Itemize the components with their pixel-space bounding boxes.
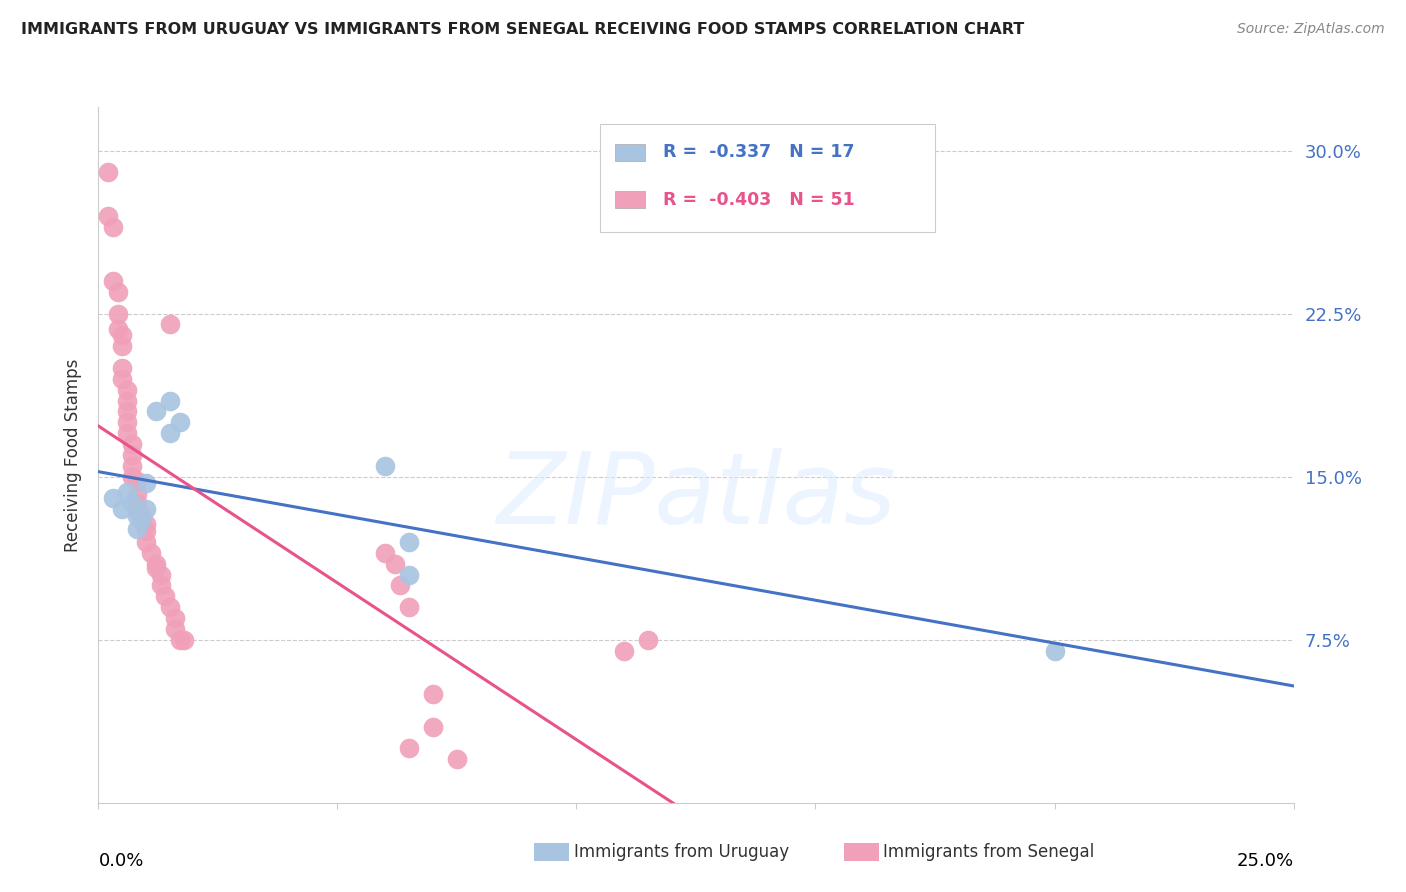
Point bbox=[384, 557, 406, 571]
FancyBboxPatch shape bbox=[614, 144, 644, 161]
Point bbox=[145, 561, 167, 575]
Text: R =  -0.403   N = 51: R = -0.403 N = 51 bbox=[662, 191, 855, 209]
Text: Immigrants from Uruguay: Immigrants from Uruguay bbox=[574, 843, 789, 861]
Point bbox=[613, 643, 636, 657]
Point bbox=[125, 487, 148, 501]
Point bbox=[125, 522, 148, 536]
Point bbox=[155, 589, 177, 603]
Point bbox=[121, 496, 143, 510]
Point bbox=[121, 458, 143, 473]
Point bbox=[125, 496, 148, 510]
Point bbox=[398, 535, 420, 549]
Y-axis label: Receiving Food Stamps: Receiving Food Stamps bbox=[65, 359, 83, 551]
Point bbox=[111, 328, 134, 343]
Point bbox=[97, 165, 120, 179]
Point bbox=[145, 404, 167, 418]
Point bbox=[101, 274, 124, 288]
Point bbox=[107, 285, 129, 299]
Point bbox=[388, 578, 411, 592]
Point bbox=[169, 632, 191, 647]
Point bbox=[159, 600, 181, 615]
Point bbox=[131, 513, 153, 527]
Point bbox=[125, 474, 148, 488]
Point bbox=[422, 687, 444, 701]
Point bbox=[374, 458, 396, 473]
Point bbox=[159, 393, 181, 408]
Point bbox=[139, 546, 162, 560]
Point bbox=[163, 611, 186, 625]
Point bbox=[398, 741, 420, 756]
Point bbox=[101, 219, 124, 234]
Point bbox=[1043, 643, 1066, 657]
FancyBboxPatch shape bbox=[600, 124, 935, 232]
Point bbox=[149, 578, 172, 592]
Point bbox=[163, 622, 186, 636]
Point bbox=[446, 752, 468, 766]
Point bbox=[374, 546, 396, 560]
Point bbox=[159, 426, 181, 441]
Point bbox=[135, 524, 157, 538]
Point bbox=[398, 567, 420, 582]
Point bbox=[111, 372, 134, 386]
Point bbox=[135, 517, 157, 532]
Point bbox=[111, 502, 134, 516]
Point bbox=[115, 426, 138, 441]
Point bbox=[159, 318, 181, 332]
Point bbox=[107, 307, 129, 321]
Point bbox=[97, 209, 120, 223]
Point bbox=[131, 513, 153, 527]
Point bbox=[121, 437, 143, 451]
Text: 0.0%: 0.0% bbox=[98, 852, 143, 870]
Point bbox=[145, 557, 167, 571]
Text: R =  -0.337   N = 17: R = -0.337 N = 17 bbox=[662, 144, 853, 161]
Point bbox=[422, 720, 444, 734]
Point bbox=[121, 448, 143, 462]
Point bbox=[131, 507, 153, 521]
Point bbox=[101, 491, 124, 506]
Point bbox=[125, 508, 148, 523]
Point bbox=[115, 383, 138, 397]
Text: Source: ZipAtlas.com: Source: ZipAtlas.com bbox=[1237, 22, 1385, 37]
Point bbox=[111, 339, 134, 353]
Text: ZIPatlas: ZIPatlas bbox=[496, 448, 896, 545]
Point bbox=[637, 632, 659, 647]
Point bbox=[169, 415, 191, 429]
Point bbox=[115, 393, 138, 408]
Point bbox=[107, 322, 129, 336]
Point bbox=[149, 567, 172, 582]
Point bbox=[121, 469, 143, 483]
Point bbox=[115, 484, 138, 499]
Point bbox=[111, 360, 134, 375]
Point bbox=[135, 502, 157, 516]
Point bbox=[135, 476, 157, 491]
Point bbox=[398, 600, 420, 615]
Text: 25.0%: 25.0% bbox=[1236, 852, 1294, 870]
Point bbox=[135, 535, 157, 549]
FancyBboxPatch shape bbox=[614, 191, 644, 208]
Text: IMMIGRANTS FROM URUGUAY VS IMMIGRANTS FROM SENEGAL RECEIVING FOOD STAMPS CORRELA: IMMIGRANTS FROM URUGUAY VS IMMIGRANTS FR… bbox=[21, 22, 1025, 37]
Point bbox=[115, 404, 138, 418]
Point bbox=[115, 415, 138, 429]
Point bbox=[125, 502, 148, 516]
Point bbox=[173, 632, 195, 647]
Text: Immigrants from Senegal: Immigrants from Senegal bbox=[883, 843, 1094, 861]
